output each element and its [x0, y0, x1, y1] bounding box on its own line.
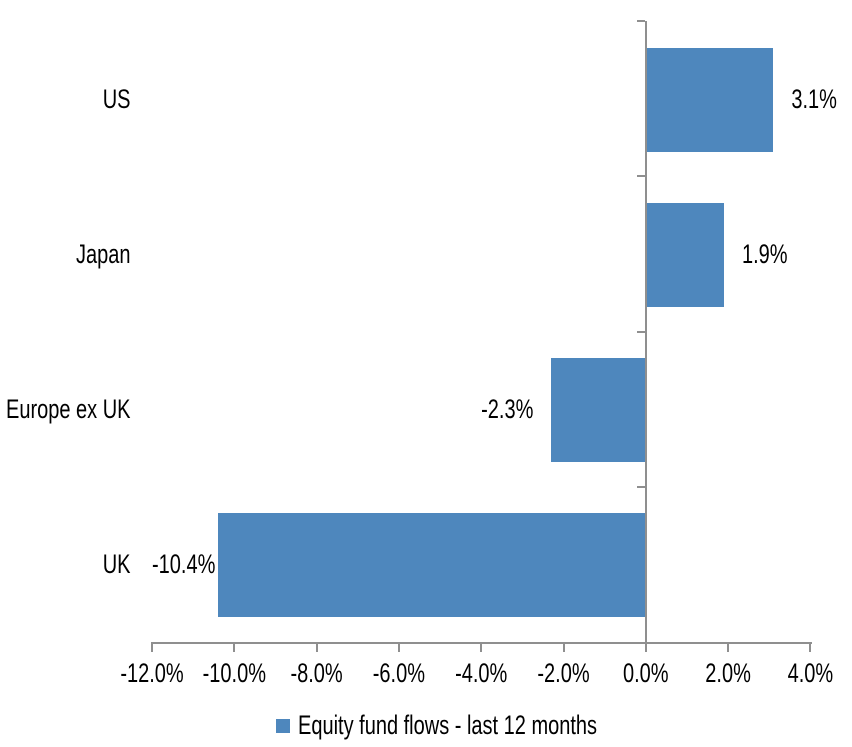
category-axis-line: [644, 21, 647, 644]
value-axis-line: [151, 642, 812, 644]
x-axis-tick: [233, 644, 236, 652]
data-label-japan: 1.9%: [741, 240, 788, 270]
x-tick-label: 4.0%: [787, 658, 834, 689]
data-label-europe-ex-uk: -2.3%: [481, 395, 534, 425]
bar-japan: [646, 202, 724, 307]
x-tick-label: -6.0%: [372, 658, 426, 689]
x-axis-tick: [809, 644, 812, 652]
legend-label: Equity fund flows - last 12 months: [298, 710, 598, 741]
x-axis-tick: [397, 644, 400, 652]
category-label-japan: Japan: [76, 240, 131, 270]
category-label-uk: UK: [102, 550, 131, 581]
x-axis-tick: [315, 644, 318, 652]
legend-swatch: [276, 718, 290, 733]
bar-europe-ex-uk: [551, 358, 645, 463]
x-axis-tick: [644, 644, 647, 652]
x-tick-label: -10.0%: [202, 658, 266, 689]
data-label-uk: -10.4%: [152, 550, 216, 581]
bar-us: [646, 47, 774, 152]
x-tick-label: -12.0%: [120, 658, 184, 689]
category-axis-tick: [636, 330, 645, 333]
x-tick-label: 0.0%: [623, 658, 669, 689]
x-tick-label: -2.0%: [537, 658, 590, 689]
x-axis-tick: [151, 644, 153, 652]
x-axis-tick: [480, 644, 483, 652]
category-axis-tick: [636, 175, 645, 178]
category-label-europe-ex-uk: Europe ex UK: [5, 395, 131, 425]
data-label-us: 3.1%: [791, 84, 837, 115]
x-tick-label: 2.0%: [705, 658, 751, 689]
bar-uk: [217, 513, 645, 618]
legend: Equity fund flows - last 12 months: [276, 710, 598, 741]
x-axis-tick: [727, 644, 730, 652]
category-label-us: US: [102, 84, 131, 115]
category-axis-tick: [636, 20, 645, 22]
x-tick-label: -4.0%: [455, 658, 508, 689]
x-axis-tick: [562, 644, 565, 652]
x-tick-label: -8.0%: [290, 658, 343, 689]
category-axis-tick: [636, 485, 645, 488]
